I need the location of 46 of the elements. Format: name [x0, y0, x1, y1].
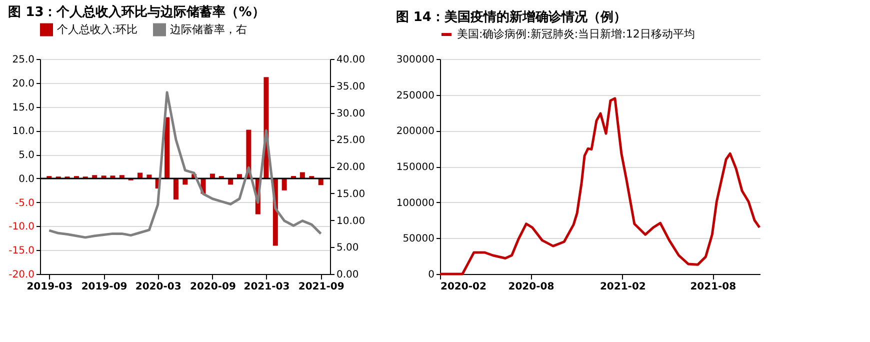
x-tick-label: 2020-02	[440, 282, 486, 292]
y2-tick-label: 5.00	[336, 242, 359, 254]
chart-title: 图 13：个人总收入环比与边际储蓄率（%）	[8, 4, 265, 20]
y-tick-label: 150000	[396, 162, 434, 173]
x-tick-label: 2020-09	[190, 282, 236, 292]
x-tick-label: 2021-02	[600, 282, 646, 292]
y-tick-label: -15.0	[8, 246, 34, 257]
x-tick-label: 2021-03	[244, 282, 290, 292]
y2-tick-label: 20.00	[336, 162, 366, 173]
y-tick-label: 0	[428, 270, 434, 280]
y-tick-label: -5.0	[14, 198, 34, 209]
chart-title: 图 14：美国疫情的新增确诊情况（例）	[396, 9, 626, 25]
legend-label: 边际储蓄率，右	[170, 22, 247, 36]
y2-tick-label: 35.00	[336, 81, 366, 92]
bar	[282, 178, 287, 190]
bar	[164, 117, 170, 178]
y-tick-label: 10.0	[12, 126, 34, 138]
y2-tick-label: 25.00	[336, 135, 366, 146]
bar	[318, 178, 324, 186]
y-tick-label: 300000	[396, 54, 434, 66]
legend-label: 个人总收入:环比	[57, 22, 138, 36]
y-tick-label: 25.0	[12, 54, 34, 66]
y2-tick-label: 15.00	[336, 188, 366, 200]
y-tick-label: 20.0	[12, 78, 34, 90]
y2-tick-label: 30.00	[336, 108, 366, 120]
y-tick-label: 50000	[402, 234, 434, 245]
y2-tick-label: 10.00	[336, 216, 366, 227]
y2-tick-label: 40.00	[336, 54, 366, 66]
x-tick-label: 2019-03	[26, 282, 73, 292]
y-tick-label: 15.0	[12, 102, 34, 114]
y-tick-label: -10.0	[8, 222, 34, 233]
legend-label: 美国:确诊病例:新冠肺炎:当日新增:12日移动平均	[457, 28, 695, 40]
y-tick-label: -20.0	[8, 270, 34, 280]
y-tick-label: 5.0	[18, 150, 34, 162]
y-tick-label: 0.0	[18, 174, 34, 185]
y-tick-label: 100000	[396, 198, 434, 209]
y-tick-label: 200000	[396, 126, 434, 138]
x-tick-label: 2020-03	[135, 282, 182, 292]
bar	[173, 178, 178, 200]
y2-tick-label: 0.00	[336, 270, 359, 280]
y-tick-label: 250000	[396, 90, 434, 102]
x-tick-label: 2019-09	[81, 282, 128, 292]
x-tick-label: 2021-09	[298, 282, 344, 292]
x-tick-label: 2021-08	[690, 282, 736, 292]
line-series	[48, 91, 322, 239]
x-tick-label: 2020-08	[508, 282, 554, 292]
